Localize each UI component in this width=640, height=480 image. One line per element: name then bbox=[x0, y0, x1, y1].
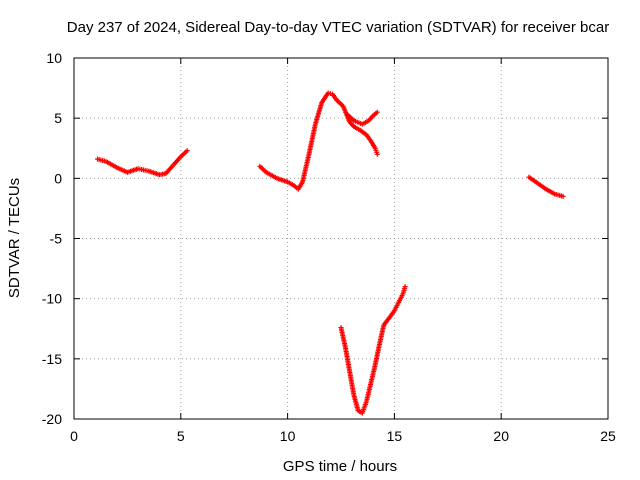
data-trace bbox=[320, 91, 330, 104]
data-point bbox=[402, 284, 408, 290]
data-trace bbox=[313, 101, 324, 126]
data-trace bbox=[364, 382, 374, 402]
data-trace bbox=[338, 326, 348, 348]
y-tick-label: -5 bbox=[50, 231, 63, 247]
data-segment bbox=[344, 109, 380, 127]
chart-title: Day 237 of 2024, Sidereal Day-to-day VTE… bbox=[67, 19, 609, 36]
x-tick-label: 25 bbox=[600, 428, 616, 444]
data-trace bbox=[331, 93, 339, 102]
data-trace bbox=[115, 165, 129, 175]
data-segment bbox=[257, 90, 380, 192]
grid-lines bbox=[74, 58, 608, 419]
x-tick-label: 0 bbox=[70, 428, 78, 444]
data-trace bbox=[347, 369, 357, 396]
x-tick-label: 20 bbox=[493, 428, 509, 444]
data-trace bbox=[361, 118, 370, 126]
data-trace bbox=[296, 180, 305, 191]
data-trace bbox=[536, 181, 548, 191]
data-trace bbox=[351, 393, 361, 412]
data-trace bbox=[300, 153, 312, 183]
data-trace bbox=[126, 166, 140, 175]
x-axis-ticks: 0 5 10 15 20 25 bbox=[70, 58, 616, 444]
y-axis-ticks: -20 -15 -10 -5 0 5 10 bbox=[42, 50, 608, 427]
data-trace bbox=[179, 149, 189, 158]
data-segment bbox=[94, 148, 190, 178]
y-tick-label: -10 bbox=[42, 291, 62, 307]
data-trace bbox=[286, 180, 295, 188]
data-trace bbox=[544, 187, 556, 196]
data-trace bbox=[397, 293, 405, 304]
data-trace bbox=[360, 400, 369, 414]
y-axis-label: SDTVAR / TECUs bbox=[6, 178, 23, 298]
data-trace bbox=[265, 170, 278, 180]
data-point bbox=[374, 109, 380, 115]
data-trace bbox=[306, 123, 318, 156]
y-tick-label: -20 bbox=[42, 411, 62, 427]
x-tick-label: 10 bbox=[280, 428, 296, 444]
data-trace bbox=[137, 166, 150, 174]
data-point bbox=[184, 148, 190, 154]
data-point bbox=[374, 151, 380, 157]
data-trace bbox=[373, 343, 382, 366]
y-tick-label: -15 bbox=[42, 351, 62, 367]
data-trace bbox=[353, 118, 364, 126]
data-trace bbox=[368, 363, 378, 384]
y-tick-label: 10 bbox=[46, 50, 62, 66]
data-trace bbox=[147, 169, 161, 177]
data-series bbox=[94, 90, 566, 416]
x-axis-label: GPS time / hours bbox=[283, 458, 397, 475]
data-trace bbox=[527, 175, 539, 185]
data-trace bbox=[377, 324, 386, 346]
data-segment bbox=[526, 174, 566, 199]
data-trace bbox=[382, 315, 392, 327]
data-trace bbox=[96, 157, 107, 164]
data-point bbox=[560, 193, 566, 199]
y-tick-label: 0 bbox=[54, 170, 62, 186]
data-segment bbox=[338, 284, 408, 416]
y-tick-label: 5 bbox=[54, 110, 62, 126]
x-tick-label: 5 bbox=[177, 428, 185, 444]
x-tick-label: 15 bbox=[387, 428, 403, 444]
data-trace bbox=[172, 155, 183, 166]
